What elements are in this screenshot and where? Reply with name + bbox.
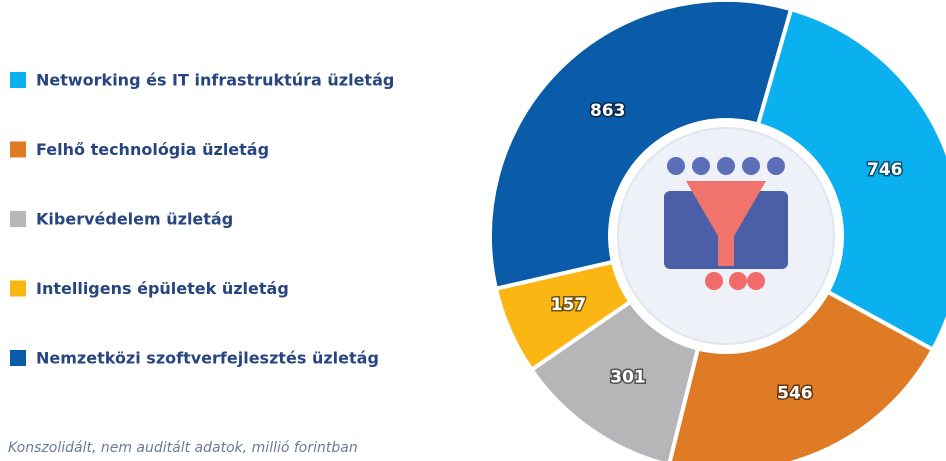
illustration-icon	[667, 157, 685, 175]
legend-label: Nemzetközi szoftverfejlesztés üzletág	[36, 349, 379, 368]
legend-swatch	[10, 281, 26, 297]
value-label: 301	[610, 367, 646, 387]
legend-swatch	[10, 72, 26, 88]
illustration-icon	[717, 157, 735, 175]
illustration-icon	[767, 157, 785, 175]
legend-label: Networking és IT infrastruktúra üzletág	[36, 71, 394, 90]
illustration-coin	[729, 272, 747, 290]
illustration-coin	[747, 272, 765, 290]
value-label: 863	[590, 101, 626, 121]
legend-swatch	[10, 350, 26, 366]
legend-swatch	[10, 211, 26, 227]
footnote: Konszolidált, nem auditált adatok, milli…	[8, 440, 358, 456]
illustration-icon	[742, 157, 760, 175]
illustration-coin	[705, 272, 723, 290]
value-label: 746	[867, 160, 903, 180]
chart: Konszolidált, nem auditált adatok, milli…	[0, 0, 946, 461]
legend-label: Intelligens épületek üzletág	[36, 279, 289, 298]
illustration-icon	[692, 157, 710, 175]
value-label: 546	[777, 384, 813, 404]
value-label: 157	[551, 295, 587, 315]
legend-swatch	[10, 142, 26, 158]
legend-label: Felhő technológia üzletág	[36, 140, 269, 159]
legend-label: Kibervédelem üzletág	[36, 210, 233, 229]
